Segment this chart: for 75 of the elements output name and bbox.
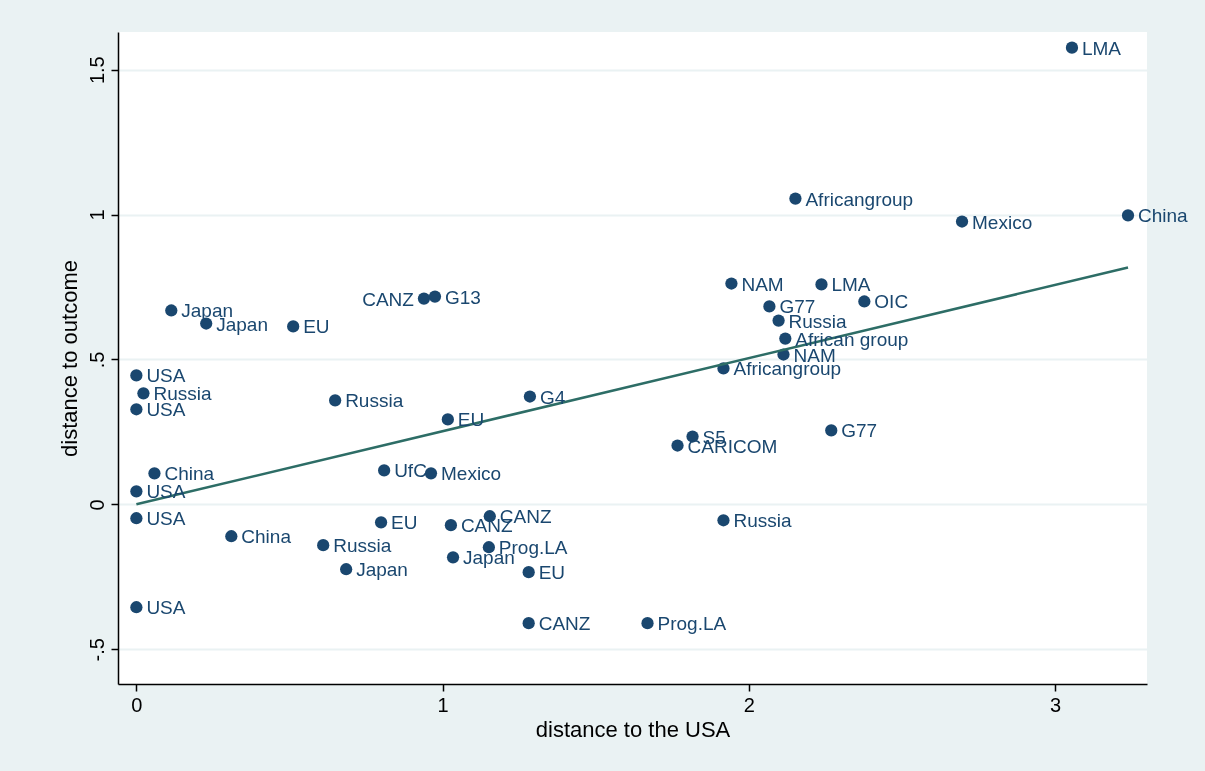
point	[340, 563, 353, 576]
annotation: Africangroup	[805, 188, 914, 210]
point	[825, 424, 838, 437]
point	[130, 369, 143, 382]
annotation: LMA	[1081, 37, 1122, 59]
annotation: USA	[146, 365, 186, 387]
annotation: China	[1138, 205, 1189, 227]
point	[815, 278, 828, 291]
point	[671, 439, 684, 452]
point	[772, 314, 785, 327]
x-axis-title: distance to the USA	[535, 716, 731, 742]
annotation: NAM	[741, 273, 784, 295]
y-tick-label: -.5	[85, 638, 108, 662]
point	[763, 300, 776, 313]
point	[641, 617, 654, 630]
annotation: USA	[146, 508, 186, 530]
y-tick-label: 1	[85, 209, 108, 221]
point	[130, 485, 143, 498]
annotation: OIC	[874, 291, 909, 313]
point	[165, 304, 178, 317]
annotation: LMA	[831, 274, 871, 296]
point	[130, 403, 143, 416]
point	[522, 617, 535, 630]
annotation: G77	[841, 420, 878, 442]
annotation: G4	[539, 386, 566, 408]
point	[130, 601, 143, 614]
point	[523, 390, 537, 403]
y-tick-label: 0	[85, 499, 108, 511]
y-tick-label: 1.5	[85, 56, 108, 85]
point	[717, 514, 730, 527]
annotation: EU	[303, 316, 330, 338]
point	[522, 566, 535, 579]
point	[317, 539, 330, 552]
x-tick-label: 0	[131, 693, 143, 716]
point	[148, 467, 161, 480]
point	[329, 394, 342, 407]
point	[858, 295, 871, 308]
annotation: EU	[538, 562, 566, 584]
annotation: Mexico	[972, 211, 1033, 233]
annotation: EU	[391, 512, 418, 534]
point	[446, 551, 460, 564]
annotation: Japan	[356, 559, 408, 581]
point	[137, 387, 150, 400]
point	[225, 530, 238, 543]
point	[287, 320, 300, 333]
point	[725, 277, 738, 290]
point	[130, 512, 143, 525]
point	[417, 292, 431, 305]
annotation: Prog.LA	[657, 613, 727, 635]
annotation: G13	[444, 286, 481, 308]
annotation: USA	[146, 597, 186, 619]
x-tick-label: 1	[437, 693, 449, 716]
annotation: Russia	[345, 390, 404, 412]
annotation: CANZ	[362, 288, 415, 310]
annotation: China	[241, 526, 292, 548]
point	[374, 516, 388, 529]
annotation: Russia	[333, 535, 392, 557]
annotation: USA	[146, 399, 186, 421]
y-tick-label: .5	[85, 351, 108, 369]
x-tick-label: 3	[1050, 693, 1062, 716]
point	[779, 332, 792, 345]
annotation: CANZ	[538, 613, 591, 635]
point	[955, 215, 969, 228]
point	[441, 413, 454, 426]
annotation: UfC	[394, 460, 427, 482]
point	[378, 464, 391, 477]
annotation: Mexico	[440, 463, 502, 485]
point	[428, 290, 442, 303]
point	[444, 519, 458, 532]
point	[789, 192, 802, 205]
y-axis-title: distance to outcome	[56, 260, 82, 457]
x-tick-label: 2	[743, 693, 755, 716]
annotation: Russia	[733, 510, 792, 532]
point	[1065, 41, 1079, 54]
point	[1121, 209, 1135, 222]
